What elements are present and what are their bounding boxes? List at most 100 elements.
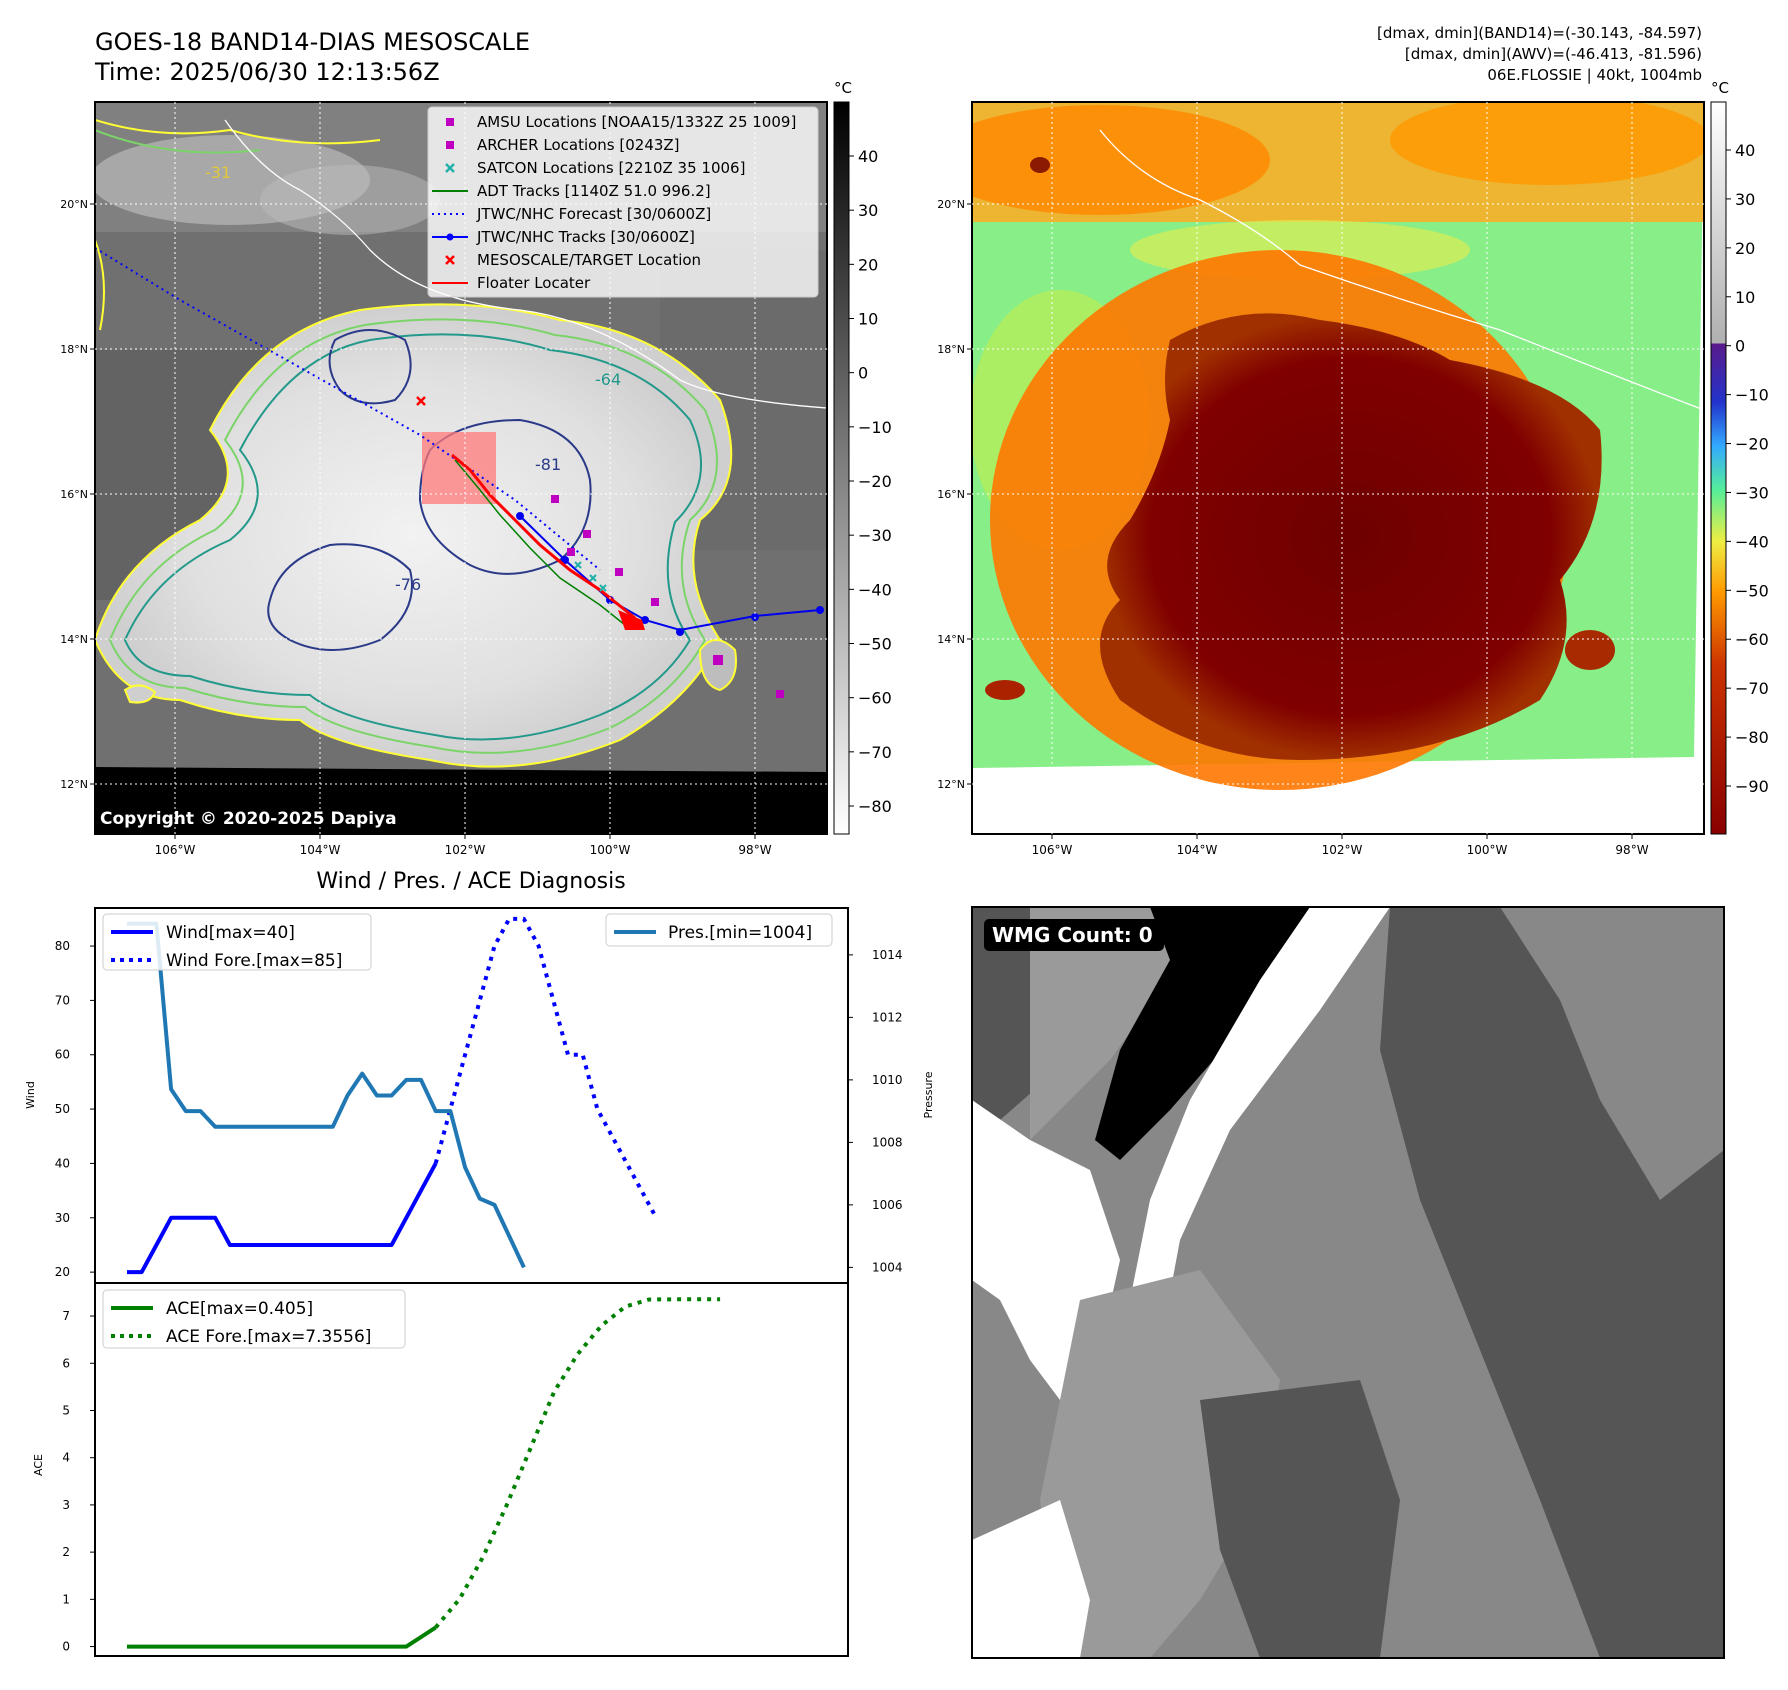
ace-tick-label: 7 bbox=[62, 1309, 70, 1323]
ace-tick-label: 2 bbox=[62, 1545, 70, 1559]
pressure-axis-label: Pressure bbox=[922, 1071, 935, 1118]
right-map-lon-label: 104°W bbox=[1177, 843, 1218, 857]
right-colorbar-tick-label: 30 bbox=[1735, 190, 1755, 209]
left-map-lon-label: 104°W bbox=[300, 843, 341, 857]
legend-label: Floater Locater bbox=[477, 274, 591, 292]
left-map-lon-label: 100°W bbox=[590, 843, 631, 857]
right-colorbar-tick-label: −70 bbox=[1735, 679, 1769, 698]
legend-x-marker bbox=[445, 163, 455, 173]
wind-tick-label: 30 bbox=[55, 1211, 70, 1225]
series-line-Wind Fore.[max=85] bbox=[433, 916, 658, 1219]
figure-title-line1: GOES-18 BAND14-DIAS MESOSCALE bbox=[95, 28, 530, 56]
ace-y-ticks: 7 6 5 4 3 2 1 0 bbox=[62, 1309, 95, 1654]
legend-ace-fore: ACE Fore.[max=7.3556] bbox=[166, 1327, 371, 1347]
legend-x-marker bbox=[445, 255, 455, 265]
legend-wind: Wind[max=40] bbox=[166, 923, 295, 943]
left-map-lon-label: 106°W bbox=[155, 843, 196, 857]
right-colorbar-tick-label: −60 bbox=[1735, 630, 1769, 649]
right-map-lon-label: 98°W bbox=[1615, 843, 1648, 857]
ace-tick-label: 5 bbox=[62, 1403, 70, 1417]
right-map-gridlines bbox=[972, 102, 1704, 834]
left-colorbar-tick-label: 0 bbox=[858, 364, 868, 383]
legend-pressure: Pres.[min=1004] bbox=[668, 923, 812, 943]
right-colorbar: °C 40 30 20 10 0 −10 −20 −30 −40 −50 −60 −70 −80 −90 bbox=[1710, 79, 1769, 835]
ace-tick-label: 3 bbox=[62, 1498, 70, 1512]
wind-y-ticks: 80 70 60 50 40 30 20 bbox=[55, 939, 95, 1279]
legend-track-dot bbox=[446, 233, 454, 241]
left-colorbar-unit: °C bbox=[834, 79, 852, 97]
right-colorbar-tick-label: −80 bbox=[1735, 728, 1769, 747]
right-map-lat-label: 14°N bbox=[937, 633, 965, 646]
figure-title-line2: Time: 2025/06/30 12:13:56Z bbox=[94, 58, 440, 86]
chart-title: Wind / Pres. / ACE Diagnosis bbox=[316, 869, 625, 894]
series-line-Wind[max=40] bbox=[127, 1162, 438, 1275]
right-map-lon-label: 100°W bbox=[1467, 843, 1508, 857]
legend-label: MESOSCALE/TARGET Location bbox=[477, 251, 701, 269]
left-map-lat-label: 14°N bbox=[60, 633, 88, 646]
right-map-lat-label: 12°N bbox=[937, 778, 965, 791]
wind-legend: Wind[max=40] Wind Fore.[max=85] bbox=[102, 913, 372, 971]
legend-label: JTWC/NHC Tracks [30/0600Z] bbox=[476, 228, 695, 246]
right-colorbar-unit: °C bbox=[1711, 79, 1729, 97]
right-colorbar-tick-label: −20 bbox=[1735, 435, 1769, 454]
pressure-tick-label: 1010 bbox=[872, 1073, 903, 1087]
right-colorbar-tick-label: 40 bbox=[1735, 141, 1755, 160]
left-colorbar-tick-label: −10 bbox=[858, 418, 892, 437]
ace-legend: ACE[max=0.405] ACE Fore.[max=7.3556] bbox=[102, 1289, 406, 1349]
right-colorbar-tick-label: −10 bbox=[1735, 386, 1769, 405]
pressure-tick-label: 1008 bbox=[872, 1135, 903, 1149]
left-colorbar-tick-label: 40 bbox=[858, 147, 878, 166]
right-colorbar-tick-label: 0 bbox=[1735, 337, 1745, 356]
legend-label: JTWC/NHC Forecast [30/0600Z] bbox=[476, 205, 711, 223]
left-map-lat-label: 12°N bbox=[60, 778, 88, 791]
left-colorbar-tick-label: −30 bbox=[858, 526, 892, 545]
wind-tick-label: 80 bbox=[55, 939, 70, 953]
left-map-lon-label: 102°W bbox=[445, 843, 486, 857]
left-colorbar-tick-label: 10 bbox=[858, 310, 878, 329]
legend-ace: ACE[max=0.405] bbox=[166, 1299, 313, 1319]
wmg-count-label: WMG Count: 0 bbox=[992, 923, 1153, 947]
wind-tick-label: 60 bbox=[55, 1048, 70, 1062]
left-colorbar-tick-label: −70 bbox=[858, 743, 892, 762]
legend-label: ARCHER Locations [0243Z] bbox=[477, 136, 680, 154]
pressure-tick-label: 1014 bbox=[872, 948, 903, 962]
contour-label-31: -31 bbox=[205, 163, 231, 182]
series-line-ACE[max=0.405] bbox=[127, 1625, 437, 1649]
stats-line2: [dmax, dmin](AWV)=(-46.413, -81.596) bbox=[1405, 45, 1702, 63]
right-map-lat-label: 18°N bbox=[937, 343, 965, 356]
right-map-lon-label: 106°W bbox=[1032, 843, 1073, 857]
right-map-lat-label: 16°N bbox=[937, 488, 965, 501]
ace-chart: ACE 7 6 5 4 3 2 1 0 ACE[max=0.405] ACE Fore.[ma… bbox=[32, 1282, 849, 1657]
left-map-lat-label: 16°N bbox=[60, 488, 88, 501]
right-colorbar-tick-label: 10 bbox=[1735, 288, 1755, 307]
contour-label-81: -81 bbox=[535, 455, 561, 474]
left-colorbar-tick-label: 20 bbox=[858, 255, 878, 274]
ace-lines bbox=[127, 1297, 721, 1649]
ace-tick-label: 6 bbox=[62, 1356, 70, 1370]
left-colorbar-tick-label: −40 bbox=[858, 580, 892, 599]
left-map-panel: -31 -76 -64 -81 Copyright © 2020-2025 Da… bbox=[60, 79, 892, 857]
wind-tick-label: 70 bbox=[55, 993, 70, 1007]
contour-label-64: -64 bbox=[595, 370, 621, 389]
left-colorbar-tick-label: −80 bbox=[858, 797, 892, 816]
left-map-lat-label: 20°N bbox=[60, 198, 88, 211]
ace-tick-label: 0 bbox=[62, 1640, 70, 1654]
right-colorbar-tick-label: −90 bbox=[1735, 777, 1769, 796]
ace-tick-label: 1 bbox=[62, 1592, 70, 1606]
legend-label: AMSU Locations [NOAA15/1332Z 25 1009] bbox=[477, 113, 796, 131]
legend-square-marker bbox=[446, 118, 454, 126]
right-map-lat-label: 20°N bbox=[937, 198, 965, 211]
legend-wind-fore: Wind Fore.[max=85] bbox=[166, 951, 342, 971]
left-map-lat-label: 18°N bbox=[60, 343, 88, 356]
left-colorbar-tick-label: −50 bbox=[858, 635, 892, 654]
wind-tick-label: 40 bbox=[55, 1156, 70, 1170]
right-map-panel: 20°N 18°N 16°N 14°N 12°N 106°W 104°W 102°W 100°W… bbox=[937, 79, 1769, 857]
wind-tick-label: 50 bbox=[55, 1102, 70, 1116]
wind-tick-label: 20 bbox=[55, 1265, 70, 1279]
copyright-text: Copyright © 2020-2025 Dapiya bbox=[100, 809, 397, 829]
left-map-axes: 20°N 18°N 16°N 14°N 12°N 106°W 104°W 102°W 100°W… bbox=[60, 198, 771, 857]
left-map-legend: AMSU Locations [NOAA15/1332Z 25 1009] ARC… bbox=[427, 106, 819, 298]
series-line-Pres.[min=1004] bbox=[127, 921, 526, 1269]
right-colorbar-tick-label: 20 bbox=[1735, 239, 1755, 258]
